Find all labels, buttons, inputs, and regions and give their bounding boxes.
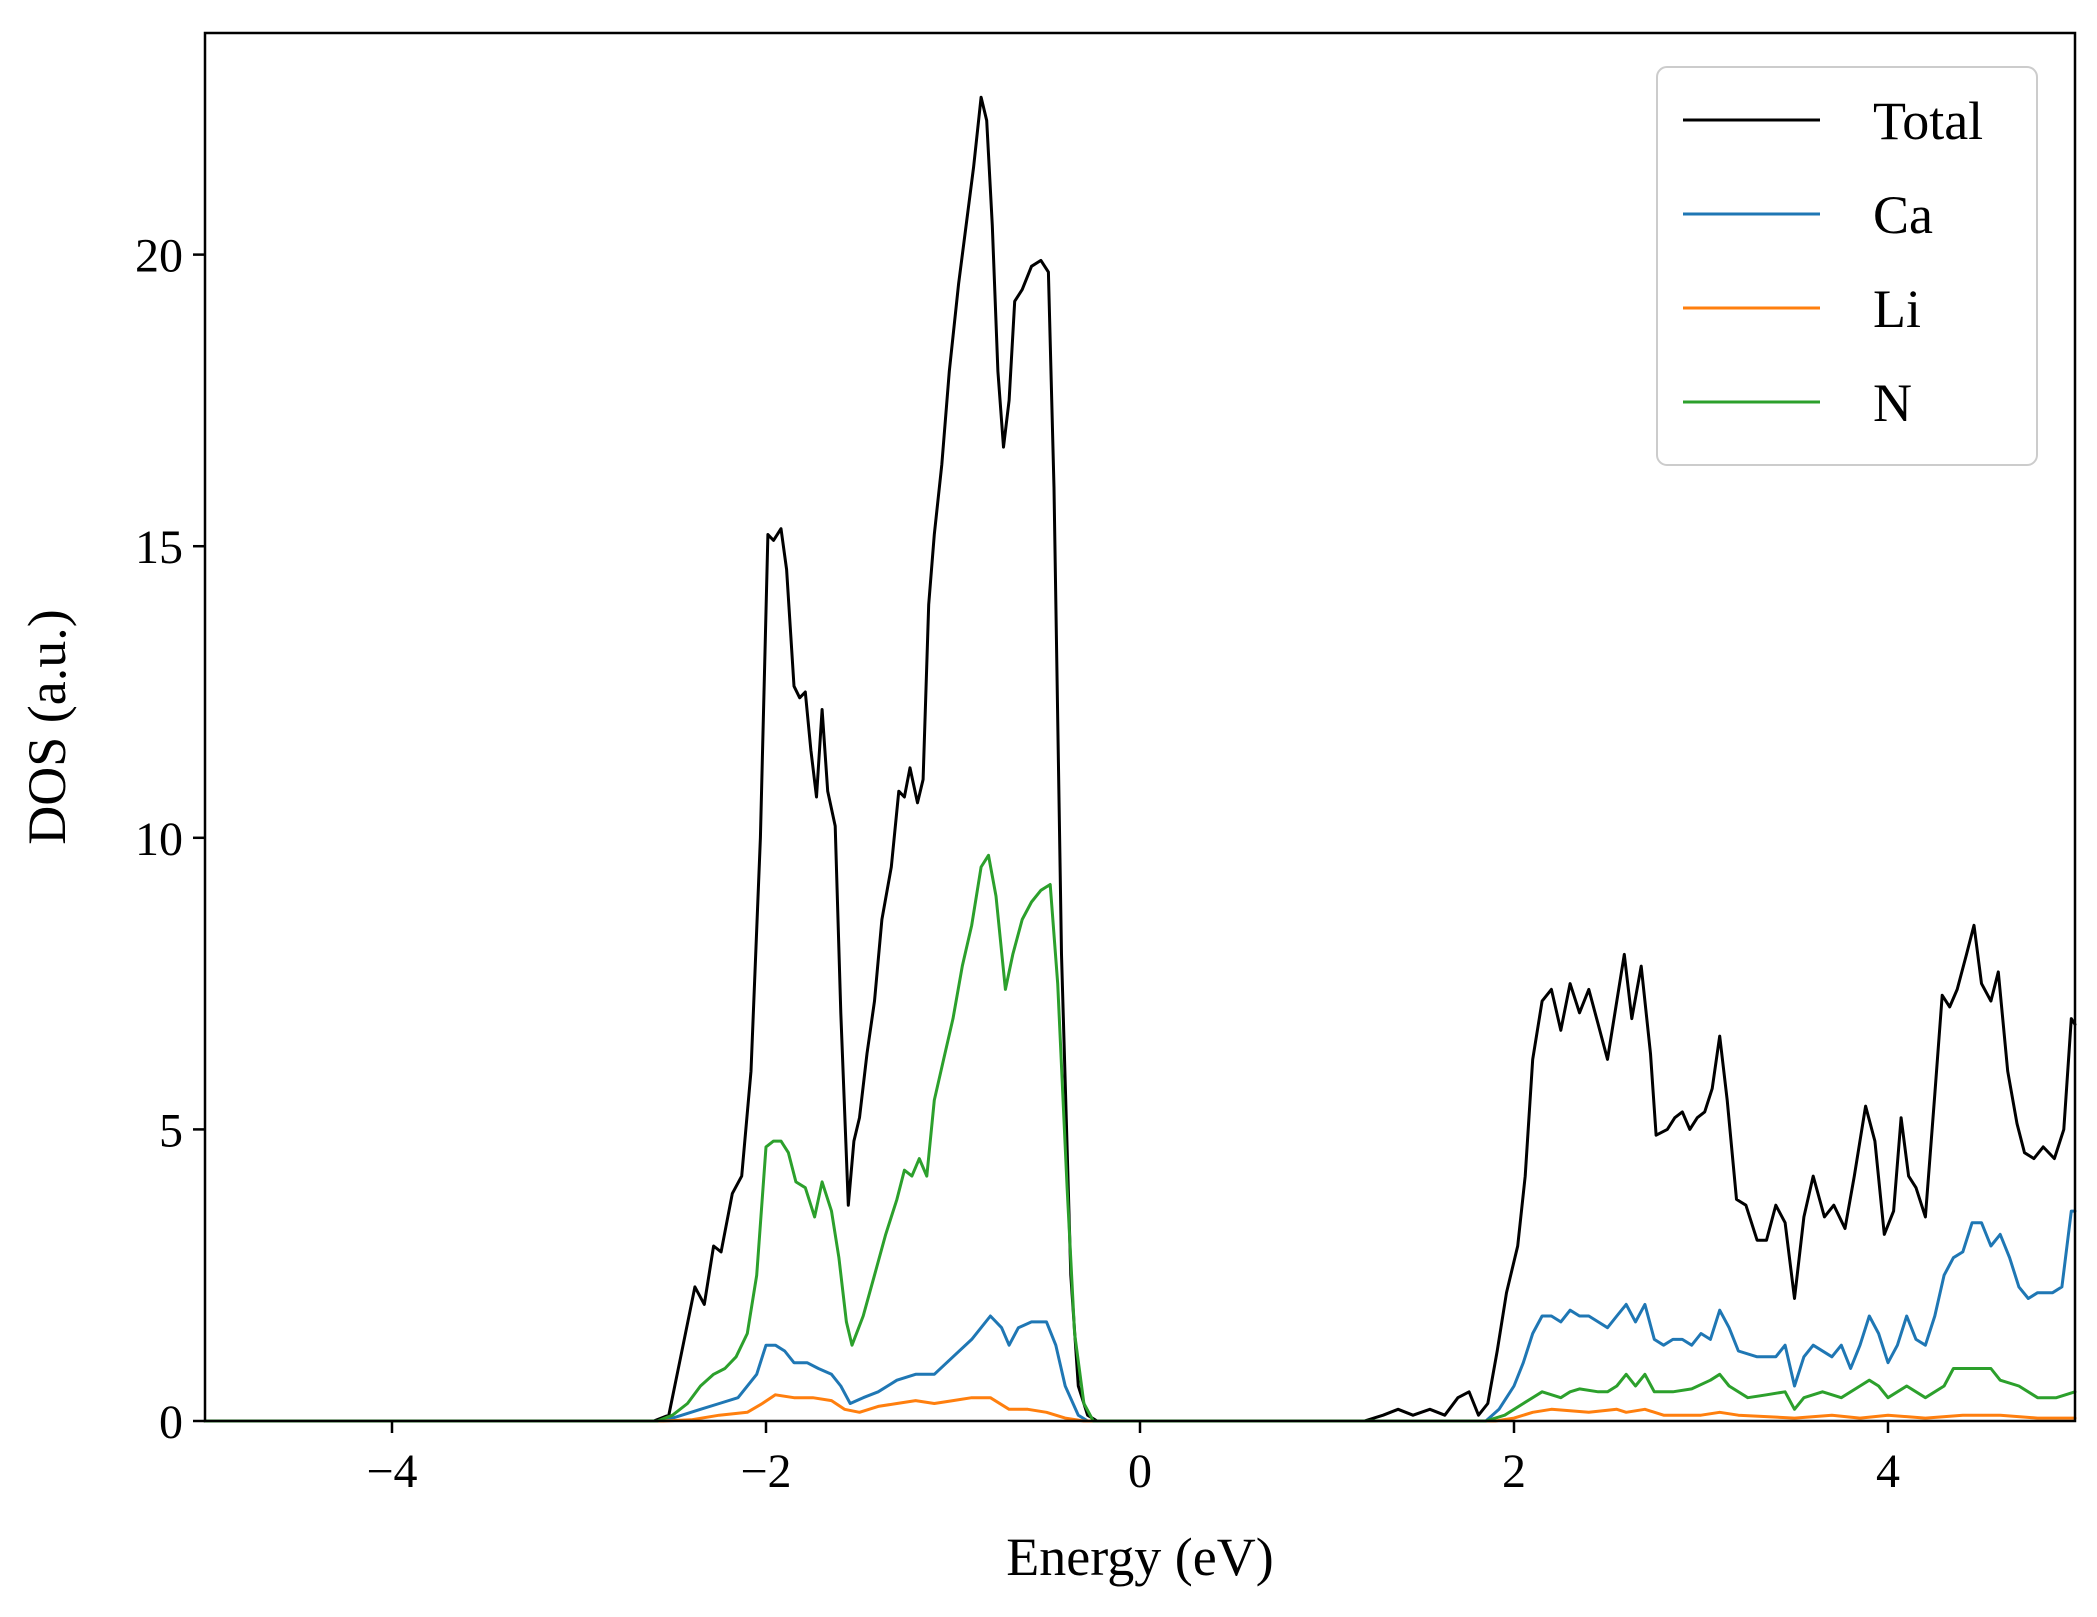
series-layer	[203, 95, 2077, 1423]
y-tick-label: 10	[135, 813, 183, 866]
y-tick-label: 15	[135, 521, 183, 574]
legend: Total Ca Li N	[1656, 66, 2038, 466]
series-line-li	[203, 1393, 2077, 1423]
x-tick-label: −2	[740, 1445, 791, 1498]
x-tick-label: −4	[366, 1445, 417, 1498]
legend-box	[1656, 66, 2038, 466]
series-line-n	[203, 853, 2077, 1423]
x-tick-label: 4	[1876, 1445, 1900, 1498]
series-line-total	[203, 95, 2077, 1423]
legend-label-total: Total	[1873, 91, 1983, 151]
y-axis-title: DOS (a.u.)	[17, 609, 77, 844]
legend-label-li: Li	[1873, 279, 1921, 339]
legend-entries: Total Ca Li N	[1683, 91, 1983, 433]
x-tick-label: 2	[1502, 1445, 1526, 1498]
y-tick-label: 0	[159, 1396, 183, 1449]
legend-label-n: N	[1873, 373, 1912, 433]
legend-label-ca: Ca	[1873, 185, 1933, 245]
x-tick-label: 0	[1128, 1445, 1152, 1498]
y-tick-label: 20	[135, 230, 183, 283]
y-tick-label: 5	[159, 1104, 183, 1157]
x-axis-ticks: −4 −2 0 2 4	[366, 1421, 1900, 1498]
x-axis-title: Energy (eV)	[1006, 1527, 1273, 1587]
y-axis-ticks: 0 5 10 15 20	[135, 230, 205, 1449]
series-line-ca	[203, 1209, 2077, 1423]
